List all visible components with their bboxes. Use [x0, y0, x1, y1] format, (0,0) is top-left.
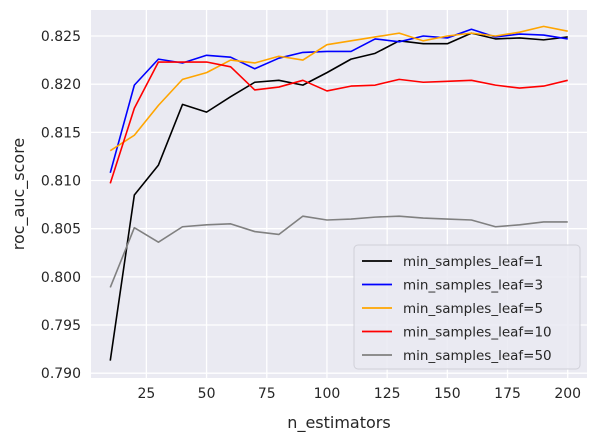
y-tick-label: 0.825 [41, 29, 81, 45]
y-tick-label: 0.790 [41, 366, 81, 382]
y-tick-label: 0.810 [41, 174, 81, 190]
series-lines [109, 25, 568, 361]
y-tick-label: 0.815 [41, 125, 81, 141]
legend-entry: min_samples_leaf=50 [403, 348, 552, 364]
legend: min_samples_leaf=1 min_samples_leaf=3 min_… [353, 244, 581, 370]
x-tick-label: 25 [137, 386, 155, 402]
legend-entry: min_samples_leaf=1 [403, 254, 543, 270]
legend-box [353, 244, 581, 370]
x-tick-label: 200 [554, 386, 581, 402]
y-tick-label: 0.820 [41, 77, 81, 93]
x-tick-label: 100 [314, 386, 341, 402]
series-line [109, 25, 568, 152]
legend-entry: min_samples_leaf=10 [403, 325, 552, 341]
series-line [109, 32, 568, 361]
y-tick-label: 0.805 [41, 222, 81, 238]
y-tick-label: 0.795 [41, 318, 81, 334]
legend-entry: min_samples_leaf=5 [403, 301, 543, 317]
x-tick-label: 75 [258, 386, 276, 402]
x-tick-label: 150 [434, 386, 461, 402]
y-tick-label: 0.800 [41, 270, 81, 286]
x-tick-label: 125 [374, 386, 401, 402]
x-tick-label: 175 [494, 386, 521, 402]
series-line [109, 215, 568, 288]
x-tick-label: 50 [198, 386, 216, 402]
x-axis-label: n_estimators [287, 413, 390, 433]
x-tick-labels: 25 50 75 100 125 150 175 200 [137, 386, 581, 402]
y-tick-labels: 0.790 0.795 0.800 0.805 0.810 0.815 0.820 0.825 [41, 29, 81, 382]
series-line [109, 61, 568, 184]
y-axis-label: roc_auc_score [9, 138, 29, 251]
legend-entry: min_samples_leaf=3 [403, 278, 543, 294]
